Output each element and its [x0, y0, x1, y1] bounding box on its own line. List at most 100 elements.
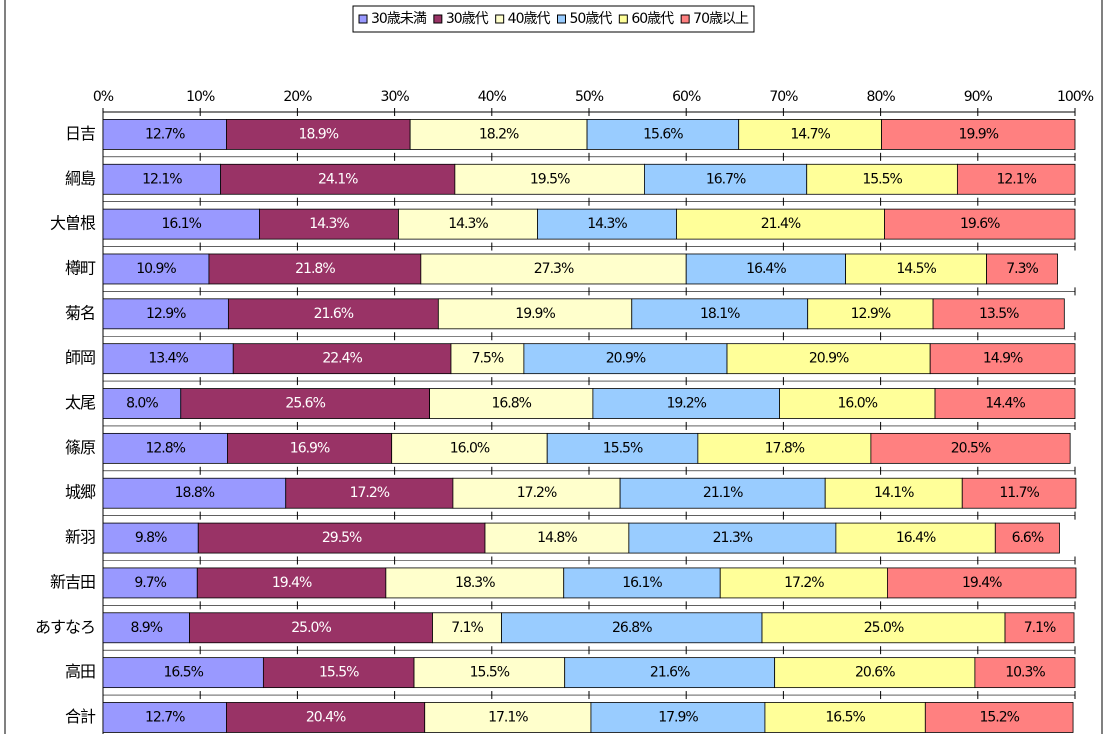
x-tick-label: 100%: [1057, 89, 1094, 105]
bar-segment: [437, 298, 633, 330]
data-label: 21.6%: [650, 665, 690, 681]
data-label: 17.9%: [658, 709, 698, 725]
data-label: 24.1%: [318, 171, 358, 187]
data-label: 19.9%: [515, 306, 555, 322]
y-tick-label: 城郷: [65, 483, 96, 502]
bar-segment: [628, 522, 837, 554]
data-label: 15.5%: [862, 171, 902, 187]
legend-label: 50歳代: [570, 11, 613, 27]
bar-segment: [523, 343, 728, 375]
data-label: 21.8%: [295, 261, 335, 277]
bar-segment: [102, 208, 260, 240]
data-label: 14.1%: [874, 485, 914, 501]
data-label: 14.3%: [448, 216, 488, 232]
bar-segment: [961, 477, 1077, 509]
bar-segment: [726, 343, 931, 375]
data-label: 14.9%: [983, 351, 1023, 367]
data-label: 20.6%: [855, 665, 895, 681]
bar-segment: [887, 567, 1077, 599]
data-label: 29.5%: [322, 530, 362, 546]
legend-label: 70歳以上: [693, 11, 749, 27]
data-label: 16.1%: [622, 575, 662, 591]
data-label: 15.5%: [603, 440, 643, 456]
data-label: 20.9%: [809, 351, 849, 367]
y-tick-label: 新羽: [65, 528, 95, 547]
bar-segment: [424, 702, 592, 733]
bar-segment: [102, 477, 287, 509]
bar-segment: [631, 298, 809, 330]
data-label: 11.7%: [999, 485, 1039, 501]
data-label: 20.5%: [951, 440, 991, 456]
y-tick-label: あすなろ: [35, 617, 95, 636]
bar-segment: [413, 657, 566, 689]
data-label: 17.1%: [488, 709, 528, 725]
data-label: 16.4%: [896, 530, 936, 546]
data-label: 19.4%: [962, 575, 1002, 591]
bar-segment: [619, 477, 826, 509]
data-label: 18.2%: [479, 126, 519, 142]
data-label: 21.1%: [703, 485, 743, 501]
data-label: 17.2%: [350, 485, 390, 501]
data-label: 25.6%: [285, 396, 325, 412]
data-label: 16.4%: [746, 261, 786, 277]
data-label: 16.5%: [163, 665, 203, 681]
bar-segment: [974, 657, 1076, 689]
data-label: 7.1%: [1024, 620, 1056, 636]
data-label: 7.1%: [451, 620, 483, 636]
data-label: 16.7%: [706, 171, 746, 187]
bar-segment: [102, 119, 227, 150]
data-label: 6.6%: [1012, 530, 1044, 546]
data-label: 15.5%: [319, 665, 359, 681]
data-label: 12.7%: [145, 126, 185, 142]
bar-segment: [685, 253, 847, 285]
bar-segment: [676, 208, 885, 240]
y-tick-label: 合計: [65, 707, 96, 726]
bar-segment: [454, 163, 645, 195]
bar-segment: [924, 702, 1074, 733]
data-label: 20.4%: [306, 709, 346, 725]
data-label: 19.5%: [530, 171, 570, 187]
legend-label: 30歳代: [446, 11, 489, 27]
legend-swatch: [358, 14, 368, 24]
data-label: 27.3%: [534, 261, 574, 277]
bar-segment: [196, 567, 387, 599]
data-label: 14.5%: [896, 261, 936, 277]
bar-segment: [590, 702, 766, 733]
bar-segment: [881, 119, 1076, 150]
y-tick-label: 師岡: [65, 348, 95, 367]
data-label: 25.0%: [291, 620, 331, 636]
x-tick-label: 90%: [964, 89, 993, 105]
bar-segment: [102, 702, 227, 733]
x-tick-label: 40%: [478, 89, 507, 105]
legend-swatch: [557, 14, 566, 24]
y-tick-label: 大曽根: [50, 214, 96, 233]
bar-segment: [824, 477, 963, 509]
bar-segment: [934, 388, 1076, 419]
legend-swatch: [680, 14, 690, 24]
legend-swatch: [618, 14, 628, 24]
bar-segment: [537, 208, 677, 240]
bar-segment: [102, 343, 234, 375]
x-tick-label: 60%: [672, 89, 701, 105]
bar-segment: [986, 253, 1058, 285]
data-label: 12.1%: [142, 171, 182, 187]
data-label: 15.6%: [643, 126, 683, 142]
data-label: 17.2%: [517, 485, 557, 501]
bar-segment: [226, 702, 426, 733]
bar-segment: [592, 388, 780, 419]
bar-segment: [385, 567, 565, 599]
bar-segment: [994, 522, 1060, 554]
bar-segment: [262, 657, 415, 689]
data-label: 14.3%: [309, 216, 349, 232]
x-tick-label: 70%: [769, 89, 798, 105]
bar-segment: [884, 208, 1076, 240]
bar-segment: [102, 432, 228, 464]
bar-segment: [719, 567, 888, 599]
data-label: 18.9%: [299, 126, 339, 142]
bar-segment: [697, 432, 872, 464]
bar-segment: [564, 657, 776, 689]
data-label: 15.2%: [979, 709, 1019, 725]
data-label: 9.7%: [134, 575, 166, 591]
data-label: 21.4%: [761, 216, 801, 232]
